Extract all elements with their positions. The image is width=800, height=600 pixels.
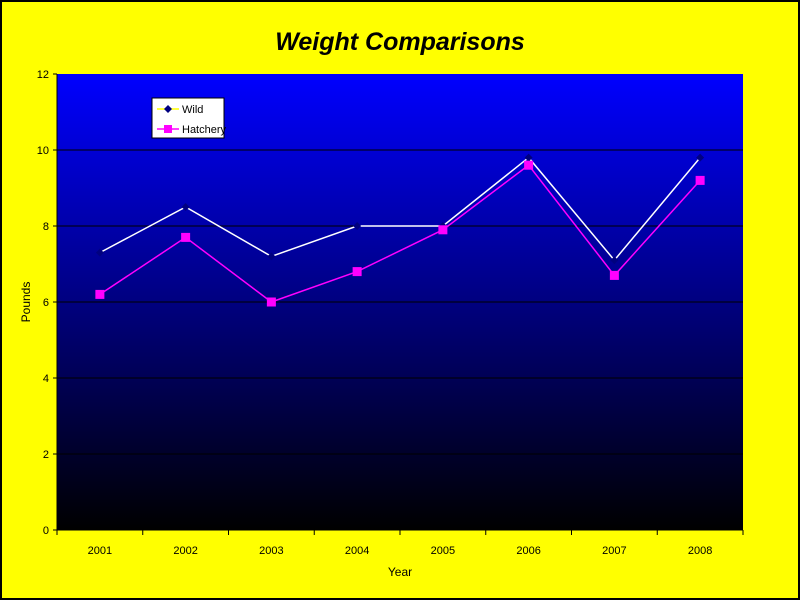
x-tick-label: 2007 [602, 545, 626, 557]
data-point-hatchery [609, 270, 619, 280]
data-point-hatchery [438, 225, 448, 235]
data-point-wild [696, 153, 705, 162]
axes: 0 2 4 6 8 10 12 2001 2002 2003 2004 2005 2006 2007 200… [37, 69, 744, 557]
x-tick-label: 2005 [431, 545, 455, 557]
data-point-hatchery [524, 160, 534, 170]
data-point-wild [95, 248, 104, 257]
legend: Wild Hatchery [151, 97, 227, 139]
x-tick-label: 2004 [345, 545, 369, 557]
data-point-hatchery [695, 175, 705, 185]
x-axis-label: Year [388, 565, 412, 579]
x-tick-label: 2003 [259, 545, 283, 557]
data-point-hatchery [266, 297, 276, 307]
data-point-wild [267, 252, 276, 261]
x-tick-label: 2002 [173, 545, 197, 557]
x-tick-label: 2001 [88, 545, 112, 557]
y-tick-label: 8 [43, 221, 49, 233]
series-line-hatchery [99, 164, 701, 303]
series-line-wild [99, 156, 701, 262]
data-point-hatchery [352, 267, 362, 277]
series [95, 153, 705, 307]
y-tick-label: 0 [43, 525, 49, 537]
chart-title: Weight Comparisons [275, 28, 525, 56]
y-tick-label: 2 [43, 449, 49, 461]
data-point-hatchery [181, 232, 191, 242]
data-point-wild [181, 203, 190, 211]
y-tick-label: 10 [37, 145, 49, 157]
y-axis-label: Pounds [19, 282, 33, 323]
x-tick-label: 2006 [516, 545, 540, 557]
data-point-wild [524, 153, 533, 162]
y-tick-label: 4 [43, 373, 49, 385]
y-tick-label: 12 [37, 69, 49, 81]
data-point-wild [610, 256, 619, 265]
data-point-hatchery [95, 289, 105, 299]
x-tick-label: 2008 [688, 545, 712, 557]
legend-label-wild: Wild [182, 104, 203, 116]
legend-label-hatchery: Hatchery [182, 124, 227, 136]
legend-marker-wild [164, 105, 172, 113]
data-point-wild [353, 222, 362, 230]
y-tick-label: 6 [43, 297, 49, 309]
legend-marker-hatchery [164, 125, 172, 133]
